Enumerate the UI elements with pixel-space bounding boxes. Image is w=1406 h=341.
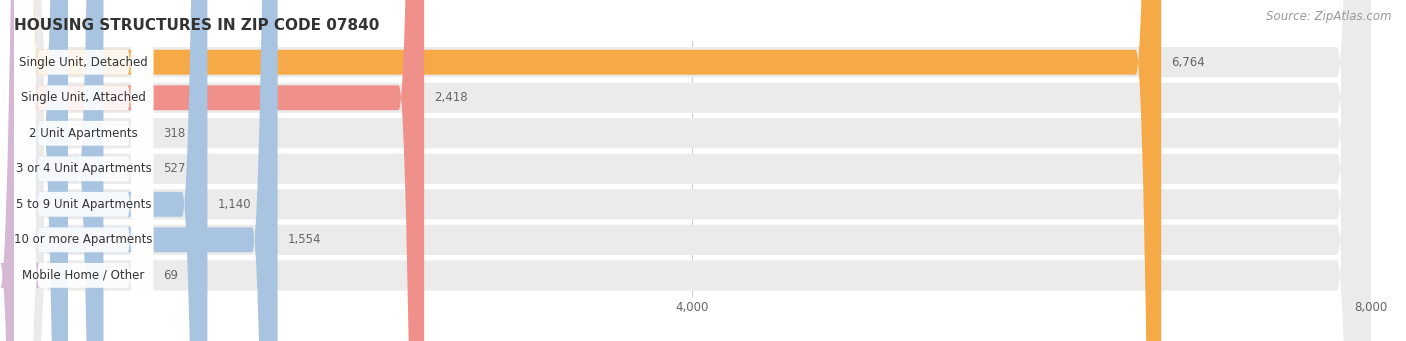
FancyBboxPatch shape: [14, 0, 153, 341]
Text: HOUSING STRUCTURES IN ZIP CODE 07840: HOUSING STRUCTURES IN ZIP CODE 07840: [14, 18, 380, 33]
FancyBboxPatch shape: [14, 0, 153, 341]
FancyBboxPatch shape: [14, 0, 425, 341]
FancyBboxPatch shape: [14, 0, 1161, 341]
Text: 1,140: 1,140: [218, 198, 252, 211]
Text: Single Unit, Detached: Single Unit, Detached: [20, 56, 148, 69]
FancyBboxPatch shape: [14, 0, 1371, 341]
FancyBboxPatch shape: [14, 0, 1371, 341]
Text: 10 or more Apartments: 10 or more Apartments: [14, 233, 153, 246]
Text: 3 or 4 Unit Apartments: 3 or 4 Unit Apartments: [15, 162, 152, 175]
FancyBboxPatch shape: [0, 0, 39, 341]
Text: 318: 318: [163, 127, 186, 140]
FancyBboxPatch shape: [14, 0, 153, 341]
FancyBboxPatch shape: [14, 0, 153, 341]
Text: 5 to 9 Unit Apartments: 5 to 9 Unit Apartments: [15, 198, 152, 211]
Text: Source: ZipAtlas.com: Source: ZipAtlas.com: [1267, 10, 1392, 23]
FancyBboxPatch shape: [14, 0, 1371, 341]
Text: Single Unit, Attached: Single Unit, Attached: [21, 91, 146, 104]
FancyBboxPatch shape: [14, 0, 67, 341]
FancyBboxPatch shape: [14, 0, 1371, 341]
Text: 2 Unit Apartments: 2 Unit Apartments: [30, 127, 138, 140]
Text: 527: 527: [163, 162, 186, 175]
Text: 69: 69: [163, 269, 179, 282]
Text: Mobile Home / Other: Mobile Home / Other: [22, 269, 145, 282]
FancyBboxPatch shape: [14, 0, 153, 341]
FancyBboxPatch shape: [14, 0, 1371, 341]
FancyBboxPatch shape: [14, 0, 277, 341]
FancyBboxPatch shape: [14, 0, 1371, 341]
FancyBboxPatch shape: [14, 0, 153, 341]
FancyBboxPatch shape: [14, 0, 104, 341]
Text: 1,554: 1,554: [288, 233, 322, 246]
FancyBboxPatch shape: [14, 0, 153, 341]
Text: 2,418: 2,418: [434, 91, 468, 104]
Text: 6,764: 6,764: [1171, 56, 1205, 69]
FancyBboxPatch shape: [14, 0, 208, 341]
FancyBboxPatch shape: [14, 0, 1371, 341]
